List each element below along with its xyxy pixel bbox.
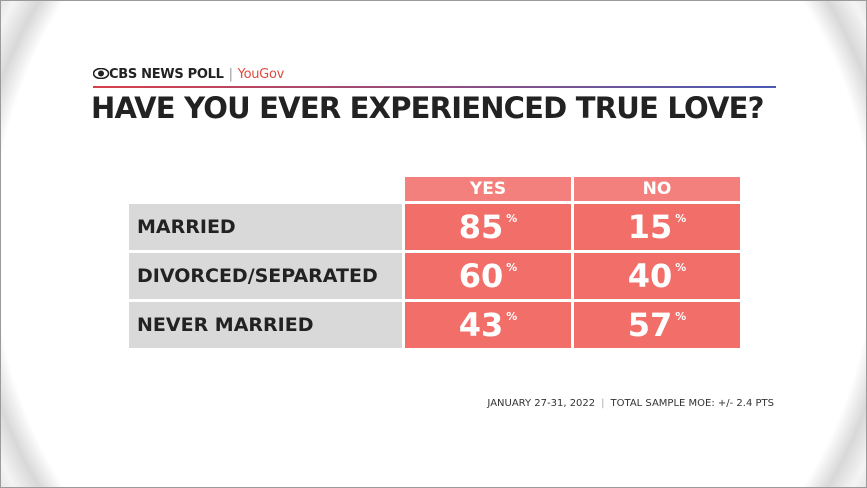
unit: % <box>506 261 518 274</box>
unit: % <box>675 212 687 225</box>
column-header: NO <box>574 177 740 201</box>
value: 40 <box>627 257 673 295</box>
moe: TOTAL SAMPLE MOE: +/- 2.4 PTS <box>610 398 774 409</box>
value: 57 <box>627 306 673 344</box>
footer: JANUARY 27-31, 2022 | TOTAL SAMPLE MOE: +/… <box>487 398 774 409</box>
row-label: MARRIED <box>129 204 402 250</box>
separator: | <box>228 67 233 82</box>
value-cell: 40% <box>574 253 740 299</box>
partner: YouGov <box>237 67 285 82</box>
unit: % <box>506 212 518 225</box>
cbs-eye-logo <box>92 67 110 80</box>
header-row: YES NO <box>129 177 740 201</box>
table-row: MARRIED 85% 15% <box>129 204 740 250</box>
unit: % <box>675 310 687 323</box>
brand-line: CBS NEWS POLL | YouGov <box>92 67 285 82</box>
value: 15 <box>627 208 673 246</box>
row-label: NEVER MARRIED <box>129 302 402 348</box>
corner <box>129 177 402 201</box>
value-cell: 85% <box>405 204 571 250</box>
value-cell: 43% <box>405 302 571 348</box>
unit: % <box>675 261 687 274</box>
value-cell: 15% <box>574 204 740 250</box>
brand: CBS NEWS POLL <box>109 67 224 82</box>
title: HAVE YOU EVER EXPERIENCED TRUE LOVE? <box>91 91 765 125</box>
dates: JANUARY 27-31, 2022 <box>487 398 596 409</box>
value-cell: 57% <box>574 302 740 348</box>
value: 60 <box>458 257 504 295</box>
row-label: DIVORCED/SEPARATED <box>129 253 402 299</box>
value-cell: 60% <box>405 253 571 299</box>
separator: | <box>601 398 605 409</box>
table-body: MARRIED 85% 15% DIVORCED/SEPARATED 60% 40% NEV… <box>129 204 740 348</box>
table-row: NEVER MARRIED 43% 57% <box>129 302 740 348</box>
column-header: YES <box>405 177 571 201</box>
results-table: YES NO MARRIED 85% 15% DIVORCED/SEPARATED 60%… <box>126 174 743 351</box>
value: 85 <box>458 208 504 246</box>
unit: % <box>506 310 518 323</box>
header-rule <box>93 86 776 88</box>
value: 43 <box>458 306 504 344</box>
table-row: DIVORCED/SEPARATED 60% 40% <box>129 253 740 299</box>
